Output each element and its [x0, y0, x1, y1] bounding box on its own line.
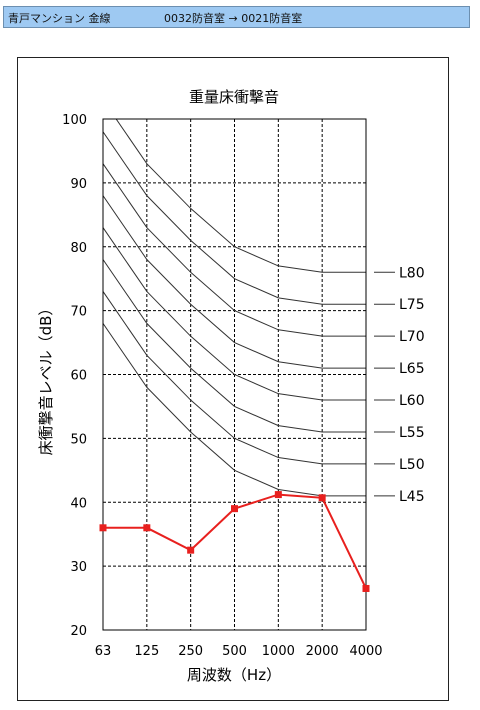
plot-area	[102, 118, 367, 631]
measured-point	[143, 524, 151, 532]
x-tick-label: 2000	[306, 644, 339, 659]
header-site-label: 青戸マンション 金線	[8, 12, 111, 25]
y-tick-label: 40	[70, 496, 87, 511]
x-tick-label: 4000	[349, 644, 382, 659]
y-tick-label: 70	[70, 305, 87, 320]
reference-curve-l55	[103, 259, 366, 433]
reference-curve-label: L55	[399, 425, 425, 441]
reference-curve-l75	[103, 131, 366, 305]
chart-frame	[17, 57, 449, 701]
x-tick-label: 1000	[262, 644, 295, 659]
y-tick-label: 20	[70, 624, 87, 639]
measured-point	[274, 491, 282, 499]
measured-point	[187, 546, 195, 554]
reference-curve-l60	[103, 227, 366, 401]
y-tick-label: 90	[70, 177, 87, 192]
y-tick-label: 100	[62, 113, 87, 128]
reference-curve-l65	[103, 195, 366, 369]
measured-point	[318, 494, 326, 502]
reference-curve-label: L50	[399, 457, 425, 473]
measured-point	[99, 524, 107, 532]
reference-curve-l70	[103, 163, 366, 337]
reference-curve-label: L65	[399, 361, 425, 377]
reference-curve-label: L80	[399, 265, 425, 281]
reference-curve-l80	[115, 119, 366, 273]
x-axis-label: 周波数（Hz）	[187, 666, 281, 684]
measured-point	[362, 584, 370, 592]
reference-curve-l50	[103, 291, 366, 465]
header-bar: 青戸マンション 金線 0032防音室 → 0021防音室	[3, 6, 470, 28]
chart-title: 重量床衝撃音	[189, 88, 279, 106]
x-tick-label: 63	[95, 644, 112, 659]
y-tick-label: 60	[70, 369, 87, 384]
y-tick-label: 50	[70, 432, 87, 447]
y-tick-label: 30	[70, 560, 87, 575]
y-axis-label: 床衝撃音レベル（dB）	[37, 301, 55, 456]
x-tick-label: 500	[222, 644, 247, 659]
reference-curve-label: L60	[399, 393, 425, 409]
y-tick-label: 80	[70, 241, 87, 256]
x-tick-label: 125	[134, 644, 159, 659]
reference-curve-label: L75	[399, 297, 425, 313]
x-tick-label: 250	[178, 644, 203, 659]
reference-curve-label: L45	[399, 489, 425, 505]
measured-point	[231, 505, 238, 513]
header-route-label: 0032防音室 → 0021防音室	[164, 12, 303, 25]
reference-curve-label: L70	[399, 329, 425, 345]
